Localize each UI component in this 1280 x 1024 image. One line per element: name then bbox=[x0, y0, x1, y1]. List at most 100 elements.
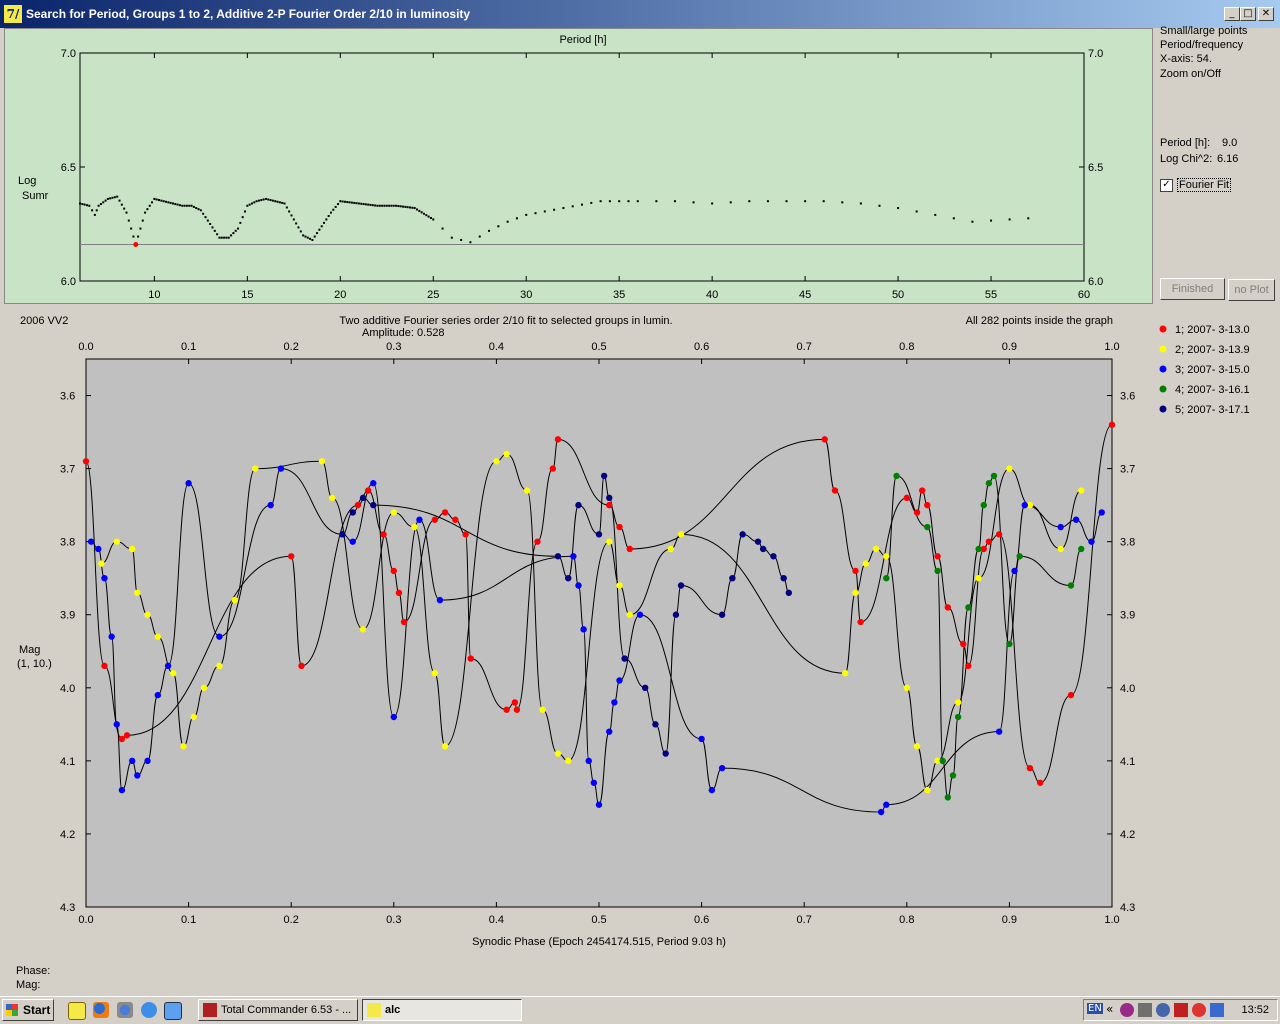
period-point bbox=[190, 204, 193, 207]
firefox-icon[interactable] bbox=[93, 1002, 109, 1018]
total-commander-task-icon bbox=[203, 1003, 217, 1017]
period-point bbox=[178, 204, 181, 207]
period-point bbox=[355, 202, 358, 205]
phase-y-tick-label: 4.1 bbox=[60, 756, 75, 768]
tray-app1-icon[interactable] bbox=[1120, 1003, 1134, 1017]
tray-app2-icon[interactable] bbox=[1138, 1003, 1152, 1017]
period-point bbox=[822, 200, 825, 203]
period-point bbox=[525, 213, 528, 216]
period-plot[interactable]: Period [h] Log Sumr 7.0 7.0 6.5 6.5 6.0 6.0 1… bbox=[5, 29, 1154, 305]
phase-x-tick-label: 1.0 bbox=[1104, 914, 1119, 926]
option-period-frequency[interactable]: Period/frequency bbox=[1160, 39, 1244, 51]
period-point bbox=[711, 202, 714, 205]
period-point bbox=[418, 209, 421, 212]
legend-label: 3; 2007- 3-15.0 bbox=[1175, 364, 1250, 376]
close-icon[interactable]: ✕ bbox=[1258, 7, 1274, 21]
period-y-label-1: Log bbox=[18, 175, 36, 187]
option-x-axis[interactable]: X-axis: 54. bbox=[1160, 53, 1212, 65]
period-point bbox=[162, 200, 165, 203]
phase-point bbox=[1011, 567, 1018, 575]
phase-point bbox=[939, 757, 946, 765]
phase-point bbox=[616, 523, 623, 531]
phase-point bbox=[95, 545, 102, 553]
period-point bbox=[281, 201, 284, 204]
phase-point bbox=[975, 545, 982, 553]
thunderbird-icon[interactable] bbox=[117, 1002, 133, 1018]
period-point bbox=[425, 214, 428, 217]
task-total-commander[interactable]: Total Commander 6.53 - ... bbox=[198, 999, 358, 1021]
period-value: 9.0 bbox=[1222, 137, 1238, 149]
task-alc-label: alc bbox=[385, 1004, 401, 1016]
phase-x-tick-label: 0.5 bbox=[591, 914, 606, 926]
task-alc[interactable]: alc bbox=[362, 999, 522, 1021]
phase-point bbox=[924, 501, 931, 509]
app-icon[interactable]: 7/ bbox=[4, 5, 22, 23]
phase-plot-panel[interactable]: 2006 VV2 Two additive Fourier series ord… bbox=[4, 308, 1276, 960]
tray-app4-icon[interactable] bbox=[1174, 1003, 1188, 1017]
phase-point bbox=[190, 713, 197, 721]
phase-point bbox=[170, 669, 177, 677]
phase-point bbox=[113, 538, 120, 545]
period-point bbox=[673, 200, 676, 203]
phase-point bbox=[872, 545, 880, 553]
period-point bbox=[450, 236, 453, 239]
phase-point bbox=[677, 582, 685, 589]
language-indicator[interactable]: EN bbox=[1087, 1003, 1103, 1014]
phase-x-tick-label: 0.4 bbox=[489, 914, 504, 926]
period-point bbox=[151, 201, 154, 204]
period-x-tick-label: 15 bbox=[241, 289, 253, 301]
option-zoom[interactable]: Zoom on/Off bbox=[1160, 68, 1221, 80]
phase-point bbox=[903, 494, 910, 502]
phase-plot[interactable]: 2006 VV2 Two additive Fourier series ord… bbox=[4, 308, 1276, 960]
period-point bbox=[255, 200, 258, 203]
phase-point bbox=[87, 538, 95, 545]
period-point bbox=[353, 201, 356, 204]
phase-point bbox=[216, 633, 223, 640]
tray-expand-icon[interactable]: « bbox=[1106, 1002, 1114, 1016]
finished-button[interactable]: Finished bbox=[1160, 278, 1225, 300]
alc-task-icon bbox=[367, 1003, 381, 1017]
period-x-tick-label: 40 bbox=[706, 289, 718, 301]
period-point bbox=[478, 235, 481, 238]
period-point bbox=[248, 203, 251, 206]
phase-point bbox=[180, 743, 187, 750]
period-point bbox=[97, 204, 100, 207]
phase-point bbox=[134, 589, 141, 597]
phase-point bbox=[554, 553, 562, 560]
phase-point bbox=[857, 618, 864, 626]
phase-point bbox=[636, 611, 644, 618]
phase-point bbox=[513, 706, 521, 713]
maximize-icon[interactable]: □ bbox=[1240, 7, 1256, 21]
phase-point bbox=[349, 538, 356, 545]
phase-point bbox=[431, 669, 439, 677]
period-plot-panel[interactable]: Period [h] Log Sumr 7.0 7.0 6.5 6.5 6.0 6.0 1… bbox=[4, 28, 1153, 304]
period-y-tick-label: 7.0 bbox=[61, 48, 76, 60]
minimize-icon[interactable]: _ bbox=[1224, 7, 1240, 21]
phase-point bbox=[549, 465, 557, 472]
phase-point bbox=[975, 575, 982, 582]
tray-app6-icon[interactable] bbox=[1210, 1003, 1224, 1017]
phase-point bbox=[390, 713, 397, 721]
phase-point bbox=[708, 786, 716, 794]
internet-explorer-icon[interactable] bbox=[141, 1002, 157, 1018]
app-icon[interactable] bbox=[164, 1002, 182, 1020]
fourier-fit-label[interactable]: Fourier Fit bbox=[1177, 178, 1232, 192]
period-point bbox=[336, 203, 339, 206]
total-commander-icon[interactable] bbox=[68, 1002, 86, 1020]
period-x-tick-label: 35 bbox=[613, 289, 625, 301]
phase-y-tick-label: 3.6 bbox=[60, 391, 75, 403]
phase-point bbox=[185, 480, 192, 487]
start-button[interactable]: Start bbox=[2, 999, 54, 1021]
period-point bbox=[420, 211, 423, 214]
period-point bbox=[390, 204, 393, 207]
fourier-fit-checkbox[interactable]: ✓ bbox=[1160, 179, 1173, 192]
option-point-size[interactable]: Small/large points bbox=[1160, 25, 1248, 37]
no-plot-button[interactable]: no Plot bbox=[1228, 279, 1275, 301]
tray-app5-icon[interactable] bbox=[1192, 1003, 1206, 1017]
period-point bbox=[562, 207, 565, 210]
period-point bbox=[276, 200, 279, 203]
period-point bbox=[174, 203, 177, 206]
period-point bbox=[164, 200, 167, 203]
tray-app3-icon[interactable] bbox=[1156, 1003, 1170, 1017]
phase-point bbox=[1057, 545, 1064, 553]
